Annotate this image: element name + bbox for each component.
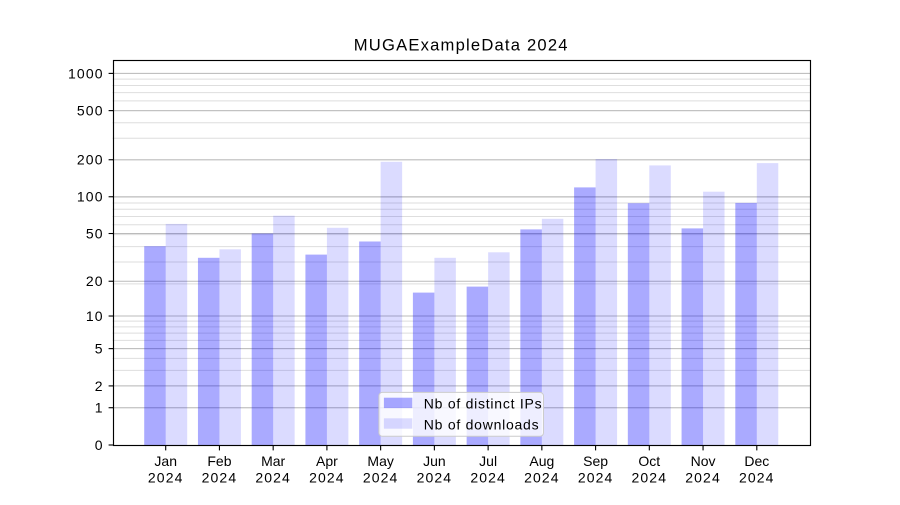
svg-text:Sep: Sep — [583, 453, 608, 469]
svg-text:2024: 2024 — [417, 469, 453, 485]
svg-text:2024: 2024 — [148, 469, 184, 485]
svg-text:1: 1 — [95, 400, 104, 416]
svg-text:Feb: Feb — [207, 453, 231, 469]
svg-text:10: 10 — [86, 308, 104, 324]
svg-text:2024: 2024 — [255, 469, 291, 485]
svg-text:2024: 2024 — [739, 469, 775, 485]
svg-text:5: 5 — [95, 341, 104, 357]
svg-text:2024: 2024 — [685, 469, 721, 485]
svg-text:Nb of distinct IPs: Nb of distinct IPs — [424, 396, 543, 412]
svg-text:2024: 2024 — [363, 469, 399, 485]
svg-text:2024: 2024 — [578, 469, 614, 485]
svg-text:2024: 2024 — [309, 469, 345, 485]
svg-text:Nov: Nov — [691, 453, 716, 469]
svg-text:100: 100 — [77, 189, 104, 205]
svg-text:Aug: Aug — [529, 453, 554, 469]
svg-text:2: 2 — [95, 378, 104, 394]
svg-text:500: 500 — [77, 103, 104, 119]
svg-text:Oct: Oct — [638, 453, 660, 469]
svg-text:50: 50 — [86, 225, 104, 241]
svg-text:0: 0 — [95, 437, 104, 453]
svg-text:Nb of downloads: Nb of downloads — [424, 416, 540, 432]
svg-text:2024: 2024 — [470, 469, 506, 485]
svg-text:Mar: Mar — [261, 453, 285, 469]
svg-text:Jul: Jul — [479, 453, 497, 469]
svg-text:1000: 1000 — [68, 65, 104, 81]
svg-text:2024: 2024 — [632, 469, 668, 485]
svg-text:2024: 2024 — [202, 469, 238, 485]
svg-text:May: May — [367, 453, 393, 469]
svg-text:2024: 2024 — [524, 469, 560, 485]
svg-text:Jan: Jan — [154, 453, 177, 469]
svg-text:Jun: Jun — [423, 453, 446, 469]
svg-text:Dec: Dec — [744, 453, 769, 469]
svg-text:MUGAExampleData 2024: MUGAExampleData 2024 — [354, 36, 569, 55]
svg-text:20: 20 — [86, 273, 104, 289]
svg-text:Apr: Apr — [316, 453, 338, 469]
svg-text:200: 200 — [77, 152, 104, 168]
